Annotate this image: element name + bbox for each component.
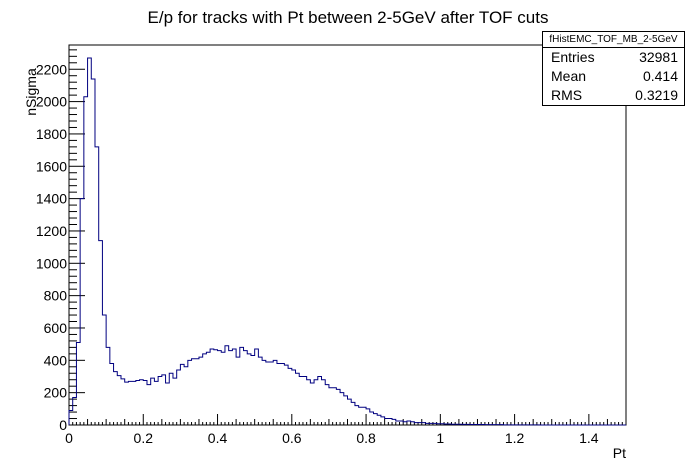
stats-label: RMS <box>551 87 583 103</box>
stats-value: 32981 <box>639 49 678 65</box>
y-axis-label: nSigma <box>23 68 39 116</box>
y-tick-label: 800 <box>44 288 68 304</box>
stats-box: fHistEMC_TOF_MB_2-5GeV Entries 32981 Mea… <box>542 31 685 106</box>
stats-histogram-name: fHistEMC_TOF_MB_2-5GeV <box>543 32 684 48</box>
x-tick-label: 1.4 <box>579 430 599 446</box>
stats-value: 0.3219 <box>635 87 678 103</box>
y-tick-label: 1000 <box>36 255 67 271</box>
x-tick-label: 1.2 <box>505 430 525 446</box>
x-axis-label: Pt <box>613 445 626 461</box>
y-axis: 0 200 400 600 800 1000 1200 1400 1600 1800 2000 220… <box>36 49 85 433</box>
y-tick-label: 400 <box>44 352 68 368</box>
x-tick-label: 0.4 <box>208 430 228 446</box>
y-tick-label: 1400 <box>36 191 67 207</box>
x-tick-label: 0.6 <box>282 430 302 446</box>
y-tick-label: 600 <box>44 320 68 336</box>
stats-value: 0.414 <box>642 68 678 84</box>
y-tick-label: 0 <box>59 417 67 433</box>
stats-row-entries: Entries 32981 <box>543 48 684 67</box>
histogram-series <box>68 57 626 426</box>
x-tick-label: 0 <box>65 430 73 446</box>
y-tick-label: 2200 <box>36 61 67 77</box>
x-axis: 0 0.2 0.4 0.6 0.8 1 1.2 1.4 <box>65 414 627 446</box>
y-tick-label: 1800 <box>36 126 67 142</box>
y-tick-label: 2000 <box>36 94 67 110</box>
stats-label: Mean <box>551 68 587 84</box>
x-tick-label: 0.2 <box>134 430 154 446</box>
x-tick-label: 0.8 <box>356 430 376 446</box>
y-tick-label: 1200 <box>36 223 67 239</box>
chart-title: E/p for tracks with Pt between 2-5GeV af… <box>147 8 549 27</box>
y-tick-label: 200 <box>44 385 68 401</box>
stats-row-mean: Mean 0.414 <box>543 67 684 86</box>
x-tick-label: 1 <box>436 430 444 446</box>
stats-row-rms: RMS 0.3219 <box>543 86 684 105</box>
stats-label: Entries <box>551 49 595 65</box>
y-tick-label: 1600 <box>36 158 67 174</box>
